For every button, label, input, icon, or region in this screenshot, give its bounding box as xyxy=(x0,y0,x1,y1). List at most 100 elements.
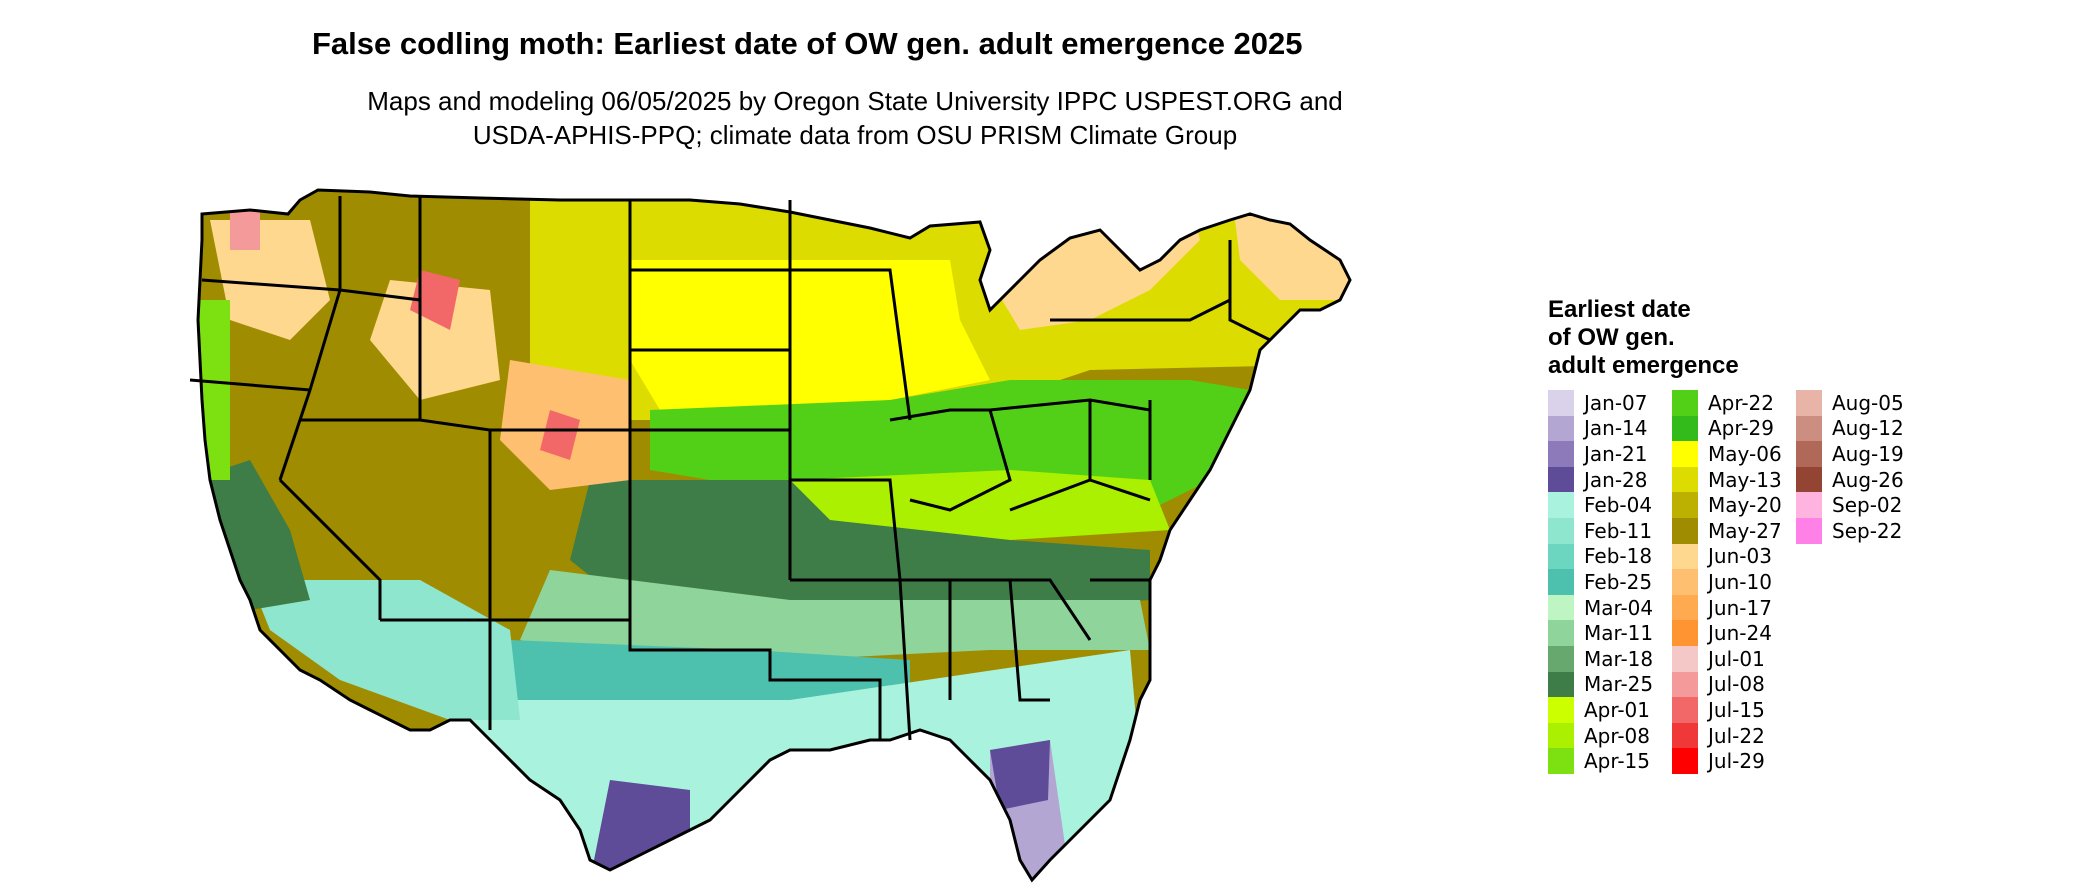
legend-item: Jun-24 xyxy=(1672,620,1796,646)
legend-label: Jun-17 xyxy=(1708,595,1772,620)
legend-label: Apr-08 xyxy=(1584,723,1650,748)
legend-swatch xyxy=(1672,415,1698,442)
legend-swatch xyxy=(1672,543,1698,570)
legend-item: Sep-02 xyxy=(1796,492,1920,518)
legend-title-line-2: of OW gen. xyxy=(1548,324,1675,351)
legend-item: Jan-14 xyxy=(1548,415,1672,442)
legend-swatch xyxy=(1548,594,1574,621)
legend-item: Aug-26 xyxy=(1796,466,1920,493)
legend-swatch xyxy=(1672,645,1698,672)
legend-item: Aug-05 xyxy=(1796,390,1920,416)
legend-item: Aug-12 xyxy=(1796,415,1920,442)
legend-item: Jun-03 xyxy=(1672,543,1796,570)
legend-item: Jul-01 xyxy=(1672,645,1796,672)
legend-swatch xyxy=(1548,415,1574,442)
legend-label: Feb-11 xyxy=(1584,518,1653,543)
legend-swatch xyxy=(1672,748,1698,774)
legend-swatch xyxy=(1672,671,1698,698)
legend-swatch xyxy=(1796,492,1822,518)
legend-swatch xyxy=(1796,415,1822,442)
legend-swatch xyxy=(1548,492,1574,518)
legend-label: Jul-01 xyxy=(1708,646,1765,671)
legend-swatch xyxy=(1672,441,1698,467)
legend-item: Feb-18 xyxy=(1548,543,1672,570)
legend-item: Feb-25 xyxy=(1548,569,1672,595)
legend-label: May-06 xyxy=(1708,441,1782,466)
legend-item: Mar-11 xyxy=(1548,620,1672,646)
legend-swatch xyxy=(1796,517,1822,544)
legend-item: Apr-22 xyxy=(1672,390,1796,416)
legend-label: Jun-03 xyxy=(1708,544,1772,569)
legend-label: Jan-28 xyxy=(1584,467,1648,492)
legend-label: Mar-04 xyxy=(1584,595,1654,620)
legend-title: Earliest date of OW gen. adult emergence xyxy=(1548,296,2068,380)
legend-label: Jun-24 xyxy=(1708,621,1772,646)
legend-swatch xyxy=(1672,466,1698,493)
legend-item: Feb-04 xyxy=(1548,492,1672,518)
legend-swatch xyxy=(1548,466,1574,493)
legend-item: Mar-25 xyxy=(1548,671,1672,698)
legend-label: Feb-25 xyxy=(1584,569,1653,594)
legend-swatch xyxy=(1672,697,1698,723)
legend-swatch xyxy=(1672,492,1698,518)
legend-item: Apr-08 xyxy=(1548,722,1672,749)
legend-swatch xyxy=(1548,671,1574,698)
legend-label: Aug-26 xyxy=(1832,467,1904,492)
legend-column: Apr-22 Apr-29 May-06 May-13 May-20 May-27 Jun-… xyxy=(1672,390,1796,774)
legend-label: Jul-08 xyxy=(1708,672,1765,697)
legend-swatch xyxy=(1548,441,1574,467)
legend-label: Mar-18 xyxy=(1584,646,1654,671)
legend-item: Jan-07 xyxy=(1548,390,1672,416)
legend-label: Mar-25 xyxy=(1584,672,1654,697)
legend-column: Aug-05 Aug-12 Aug-19 Aug-26 Sep-02 Sep-22 xyxy=(1796,390,1920,774)
legend-label: Sep-02 xyxy=(1832,493,1903,518)
legend-item: Feb-11 xyxy=(1548,517,1672,544)
legend-label: May-20 xyxy=(1708,493,1782,518)
legend-swatch xyxy=(1548,569,1574,595)
legend: Earliest date of OW gen. adult emergence… xyxy=(1548,296,2068,774)
legend-label: Jan-21 xyxy=(1584,441,1648,466)
legend-swatch xyxy=(1672,722,1698,749)
legend-label: Feb-04 xyxy=(1584,493,1653,518)
legend-swatch xyxy=(1672,517,1698,544)
legend-item: Jan-21 xyxy=(1548,441,1672,467)
subtitle-line-1: Maps and modeling 06/05/2025 by Oregon S… xyxy=(367,86,1343,116)
legend-item: Apr-29 xyxy=(1672,415,1796,442)
legend-label: Apr-01 xyxy=(1584,697,1650,722)
legend-item: Jul-08 xyxy=(1672,671,1796,698)
legend-item: Jul-29 xyxy=(1672,748,1796,774)
legend-column: Jan-07 Jan-14 Jan-21 Jan-28 Feb-04 Feb-11 Feb-… xyxy=(1548,390,1672,774)
legend-swatch xyxy=(1796,441,1822,467)
legend-item: Mar-04 xyxy=(1548,594,1672,621)
legend-swatch xyxy=(1672,620,1698,646)
legend-item: Jun-17 xyxy=(1672,594,1796,621)
legend-title-line-1: Earliest date xyxy=(1548,296,1691,323)
legend-swatch xyxy=(1796,466,1822,493)
legend-swatch xyxy=(1548,517,1574,544)
legend-columns: Jan-07 Jan-14 Jan-21 Jan-28 Feb-04 Feb-11 Feb-… xyxy=(1548,390,2068,774)
map-fill xyxy=(198,190,1350,880)
us-map-svg xyxy=(189,188,1352,882)
legend-swatch xyxy=(1548,645,1574,672)
legend-item: Jun-10 xyxy=(1672,569,1796,595)
legend-label: Mar-11 xyxy=(1584,621,1654,646)
legend-item: May-27 xyxy=(1672,517,1796,544)
legend-label: Jan-14 xyxy=(1584,416,1648,441)
legend-swatch xyxy=(1548,748,1574,774)
legend-label: Feb-18 xyxy=(1584,544,1653,569)
legend-label: Jul-15 xyxy=(1708,697,1765,722)
legend-item: Jul-22 xyxy=(1672,722,1796,749)
legend-label: Jan-07 xyxy=(1584,390,1648,415)
legend-label: Sep-22 xyxy=(1832,518,1903,543)
legend-label: Jul-29 xyxy=(1708,749,1765,774)
map-title: False codling moth: Earliest date of OW … xyxy=(312,26,1303,61)
legend-label: Aug-12 xyxy=(1832,416,1904,441)
map-subtitle: Maps and modeling 06/05/2025 by Oregon S… xyxy=(300,84,1410,152)
legend-swatch xyxy=(1672,594,1698,621)
legend-label: Apr-22 xyxy=(1708,390,1774,415)
legend-item: Mar-18 xyxy=(1548,645,1672,672)
legend-swatch xyxy=(1548,697,1574,723)
legend-label: Aug-19 xyxy=(1832,441,1904,466)
legend-label: Jun-10 xyxy=(1708,569,1772,594)
legend-label: Jul-22 xyxy=(1708,723,1765,748)
